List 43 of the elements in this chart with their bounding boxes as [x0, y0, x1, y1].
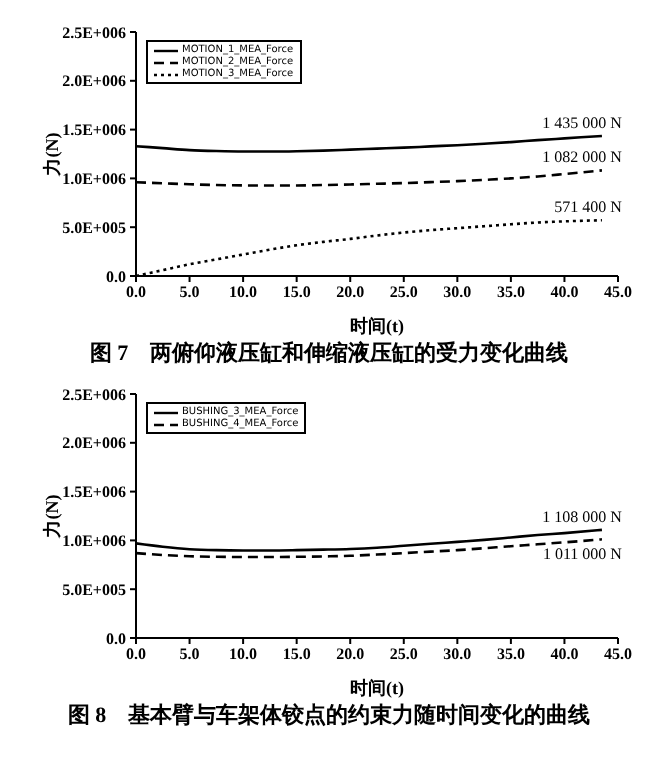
- x-tick-label: 45.0: [604, 283, 632, 302]
- x-tick-label: 0.0: [126, 645, 146, 664]
- x-tick-label: 10.0: [229, 283, 258, 302]
- x-tick-label: 15.0: [282, 283, 311, 302]
- y-tick-label: 0.0: [106, 267, 126, 286]
- x-tick-label: 20.0: [336, 283, 365, 302]
- x-tick-label: 45.0: [604, 645, 632, 664]
- annotation: 1 108 000 N: [542, 507, 623, 526]
- x-axis-title: 时间(t): [350, 316, 404, 336]
- x-tick-label: 0.0: [126, 283, 146, 302]
- x-tick-label: 40.0: [550, 283, 579, 302]
- x-tick-label: 10.0: [229, 645, 258, 664]
- y-tick-label: 0.0: [106, 629, 126, 648]
- y-tick-label: 2.0E+006: [62, 434, 126, 453]
- x-tick-label: 20.0: [336, 645, 365, 664]
- x-tick-label: 30.0: [443, 645, 472, 664]
- y-tick-label: 5.0E+005: [62, 218, 126, 237]
- x-tick-label: 40.0: [550, 645, 579, 664]
- text: 图 7 两俯仰液压缸和伸缩液压缸的受力变化曲线: [87, 339, 571, 370]
- x-tick-label: 15.0: [282, 645, 311, 664]
- y-tick-label: 1.5E+006: [62, 121, 126, 140]
- y-tick-label: 2.0E+006: [62, 72, 126, 91]
- annotation: 1 011 000 N: [542, 545, 623, 564]
- x-tick-label: 30.0: [443, 283, 472, 302]
- annotation: 1 435 000 N: [542, 113, 623, 132]
- text: 图 8 基本臂与车架体铰点的约束力随时间变化的曲线: [65, 701, 593, 732]
- y-tick-label: 2.5E+006: [62, 385, 126, 404]
- annotation: 1 082 000 N: [542, 148, 623, 167]
- x-tick-label: 5.0: [179, 283, 200, 302]
- y-tick-label: 1.0E+006: [62, 532, 126, 551]
- x-tick-label: 5.0: [179, 645, 200, 664]
- y-axis-title: 力(N): [42, 494, 63, 540]
- y-axis-title: 力(N): [42, 132, 63, 178]
- x-tick-label: 25.0: [389, 645, 418, 664]
- x-tick-label: 25.0: [389, 283, 418, 302]
- y-tick-label: 1.5E+006: [62, 483, 126, 502]
- y-tick-label: 5.0E+005: [62, 580, 126, 599]
- y-tick-label: 1.0E+006: [62, 170, 126, 189]
- x-tick-label: 35.0: [496, 283, 525, 302]
- annotation: 571 400 N: [554, 198, 623, 217]
- y-tick-label: 2.5E+006: [62, 23, 126, 42]
- x-tick-label: 35.0: [496, 645, 525, 664]
- x-axis-title: 时间(t): [350, 678, 404, 698]
